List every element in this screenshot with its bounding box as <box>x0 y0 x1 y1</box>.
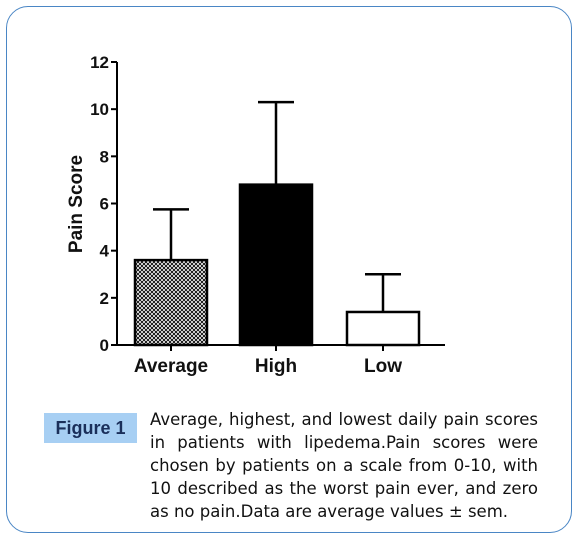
y-axis-label: Pain Score <box>66 155 87 253</box>
figure-label: Figure 1 <box>44 413 137 443</box>
bar-low <box>345 310 421 347</box>
y-tick-label: 6 <box>100 195 109 214</box>
y-tick-label: 10 <box>90 100 109 119</box>
y-tick-label: 2 <box>100 289 109 308</box>
x-category-label: High <box>255 356 297 377</box>
y-tick-label: 12 <box>90 53 109 72</box>
x-category-label: Low <box>364 356 402 377</box>
bar-high <box>238 183 314 347</box>
x-category-label: Average <box>134 356 208 377</box>
y-tick-label: 4 <box>100 242 110 261</box>
y-tick-label: 8 <box>100 147 109 166</box>
bar-chart: 0 2 4 6 8 10 12 Average High Low Pain Score <box>66 53 445 377</box>
y-tick-label: 0 <box>100 336 109 355</box>
bar-average <box>133 258 209 347</box>
figure-caption: Average, highest, and lowest daily pain … <box>150 410 538 521</box>
